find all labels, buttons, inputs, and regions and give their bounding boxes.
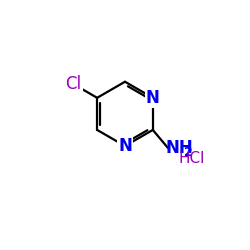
- Text: N: N: [118, 137, 132, 155]
- Text: N: N: [146, 89, 160, 107]
- Text: 2: 2: [184, 146, 193, 159]
- Text: HCl: HCl: [179, 151, 205, 166]
- Text: NH: NH: [165, 139, 193, 157]
- Text: Cl: Cl: [66, 75, 82, 93]
